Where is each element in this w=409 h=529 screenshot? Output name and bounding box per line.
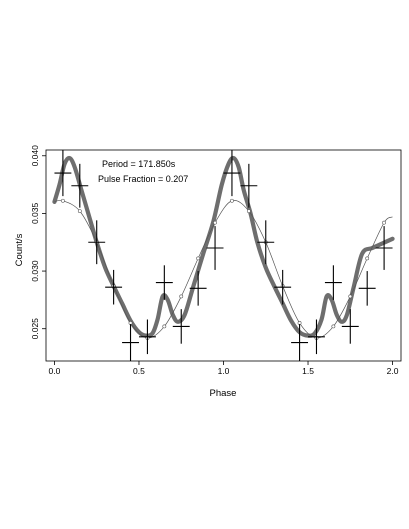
model-point — [382, 220, 386, 225]
x-tick-label: 1.5 — [302, 366, 314, 376]
plot-area: 0.0 0.5 1.0 1.5 2.0 0.025 0.030 0.035 0.040 — [30, 145, 402, 376]
model-point — [348, 294, 353, 299]
model-point — [331, 324, 336, 329]
y-tick-label: 0.030 — [30, 260, 40, 282]
model-point — [297, 321, 302, 325]
annotation-period: Period = 171.850s — [102, 159, 176, 169]
x-axis-title: Phase — [210, 388, 237, 399]
model-point — [246, 209, 251, 214]
x-tick-label: 2.0 — [387, 366, 399, 376]
model-point — [162, 324, 167, 329]
model-fit-line — [54, 199, 393, 339]
annotation-pulse-fraction: Pulse Fraction = 0.207 — [98, 174, 188, 184]
model-point — [77, 209, 82, 214]
model-point — [196, 256, 201, 261]
model-point — [230, 198, 234, 203]
model-point — [365, 256, 370, 261]
x-tick-label: 1.0 — [218, 366, 230, 376]
smooth-profile-line — [52, 155, 395, 338]
y-tick-label: 0.040 — [30, 145, 40, 167]
model-point — [179, 294, 184, 299]
model-point — [61, 198, 65, 203]
y-axis-title: Count/s — [14, 233, 25, 266]
x-tick-label: 0.5 — [133, 366, 145, 376]
model-point — [213, 220, 217, 225]
y-tick-label: 0.035 — [30, 203, 40, 225]
x-tick-label: 0.0 — [49, 366, 61, 376]
y-tick-label: 0.025 — [30, 318, 40, 340]
model-point — [128, 321, 133, 325]
